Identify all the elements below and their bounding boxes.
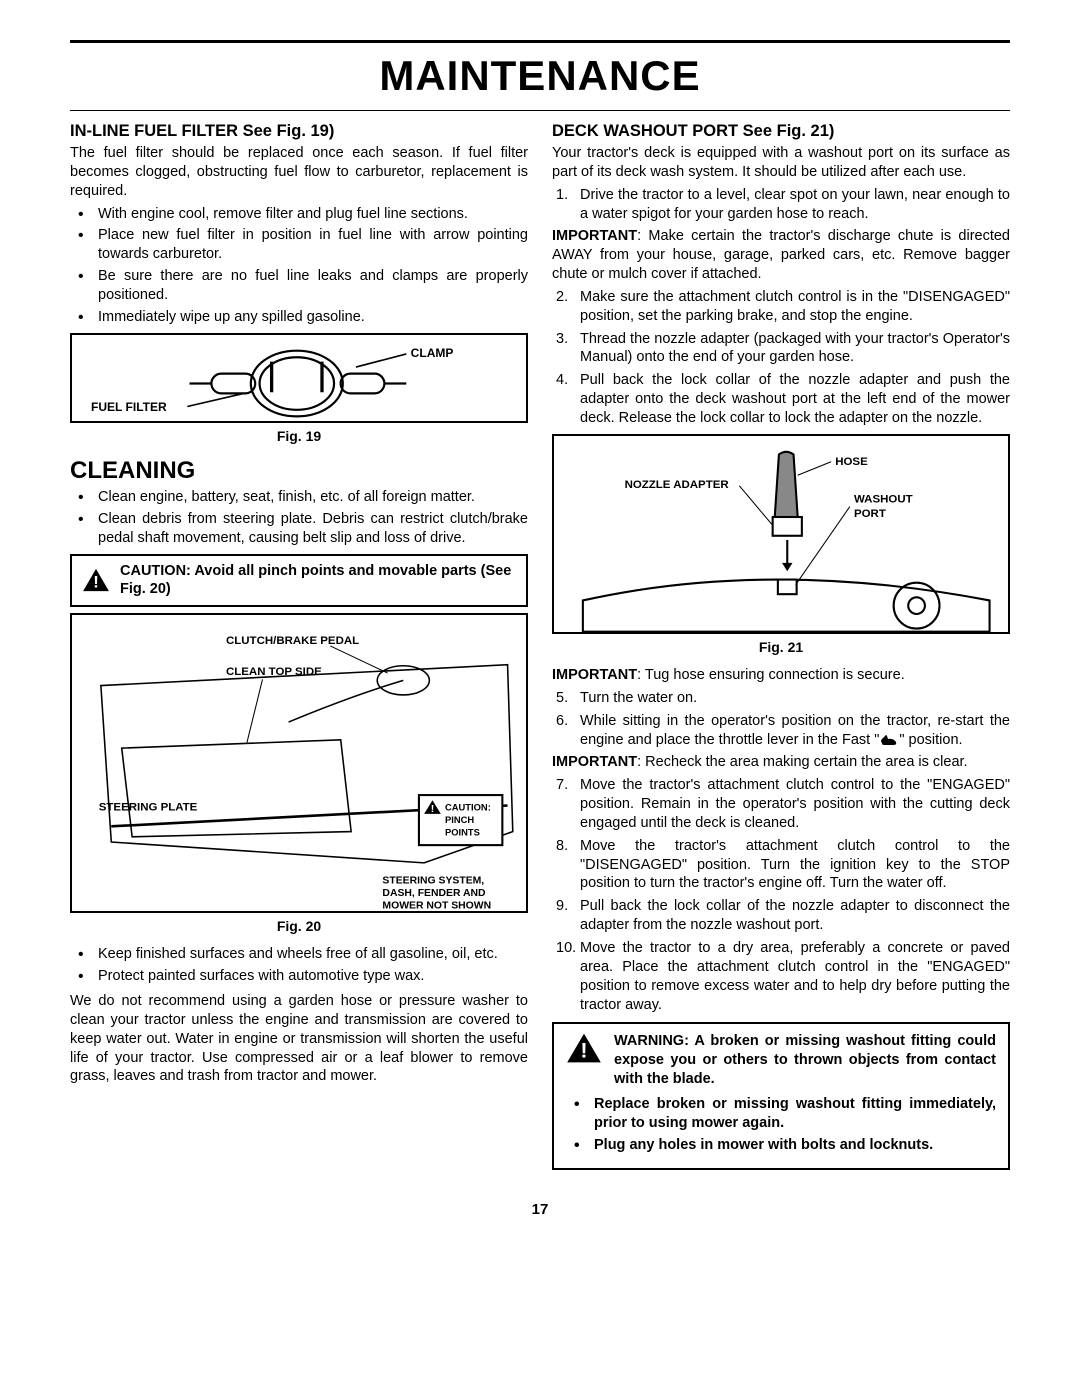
deck-steps-4: 7.Move the tractor's attachment clutch c…	[552, 776, 1010, 1014]
figure-20-box: CLUTCH/BRAKE PEDAL CLEAN TOP SIDE STEERI…	[70, 613, 528, 913]
caution-pinch-h: CAUTION:	[445, 803, 491, 813]
fig20-note-2: DASH, FENDER AND	[382, 888, 486, 899]
list-item: Place new fuel filter in position in fue…	[98, 226, 528, 264]
clean-top-side-label: CLEAN TOP SIDE	[226, 666, 322, 678]
list-item: Clean engine, battery, seat, finish, etc…	[98, 488, 528, 507]
caution-pinch-1: PINCH	[445, 815, 474, 825]
top-rule-thick	[70, 40, 1010, 43]
rabbit-icon	[879, 733, 899, 747]
list-item: 6.While sitting in the operator's positi…	[580, 712, 1010, 750]
list-item: 9.Pull back the lock collar of the nozzl…	[580, 897, 1010, 935]
deck-steps-2: 2.Make sure the attachment clutch contro…	[552, 288, 1010, 428]
important-2: IMPORTANT: Tug hose ensuring connection …	[552, 666, 1010, 685]
deck-washout-intro: Your tractor's deck is equipped with a w…	[552, 144, 1010, 182]
hose-label: HOSE	[835, 456, 868, 468]
list-item: Plug any holes in mower with bolts and l…	[594, 1136, 996, 1155]
cleaning-bullets-2: Keep finished surfaces and wheels free o…	[70, 945, 528, 986]
fuel-filter-bullets: With engine cool, remove filter and plug…	[70, 205, 528, 327]
important-text: : Tug hose ensuring connection is secure…	[637, 667, 905, 683]
step-text: Move the tractor to a dry area, preferab…	[580, 940, 1010, 1013]
fuel-filter-heading: IN-LINE FUEL FILTER See Fig. 19)	[70, 121, 528, 142]
step-text: Drive the tractor to a level, clear spot…	[580, 187, 1010, 222]
two-column-layout: IN-LINE FUEL FILTER See Fig. 19) The fue…	[0, 121, 1080, 1171]
fig20-note-1: STEERING SYSTEM,	[382, 876, 484, 887]
important-1: IMPORTANT: Make certain the tractor's di…	[552, 227, 1010, 284]
important-prefix: IMPORTANT	[552, 667, 637, 683]
list-item: With engine cool, remove filter and plug…	[98, 205, 528, 224]
list-item: 4.Pull back the lock collar of the nozzl…	[580, 371, 1010, 428]
caution-box: ! CAUTION: Avoid all pinch points and mo…	[70, 554, 528, 608]
list-item: 8.Move the tractor's attachment clutch c…	[580, 837, 1010, 894]
washout-label-1: WASHOUT	[854, 493, 913, 505]
figure-19-box: CLAMP FUEL FILTER	[70, 333, 528, 423]
list-item: Keep finished surfaces and wheels free o…	[98, 945, 528, 964]
important-text: : Recheck the area making certain the ar…	[637, 754, 967, 770]
page-title: MAINTENANCE	[0, 49, 1080, 104]
list-item: 10.Move the tractor to a dry area, prefe…	[580, 939, 1010, 1014]
fuel-filter-label: FUEL FILTER	[91, 400, 167, 414]
important-prefix: IMPORTANT	[552, 228, 637, 244]
right-column: DECK WASHOUT PORT See Fig. 21) Your trac…	[552, 121, 1010, 1171]
fuel-filter-intro: The fuel filter should be replaced once …	[70, 144, 528, 201]
cleaning-recommendation: We do not recommend using a garden hose …	[70, 992, 528, 1086]
clamp-label: CLAMP	[411, 346, 454, 360]
warning-box: ! WARNING: A broken or missing washout f…	[552, 1022, 1010, 1170]
step-text: Move the tractor's attachment clutch con…	[580, 838, 1010, 892]
step-text: Make sure the attachment clutch control …	[580, 289, 1010, 324]
list-item: Clean debris from steering plate. Debris…	[98, 510, 528, 548]
svg-text:!: !	[93, 573, 99, 592]
top-rule-thin	[70, 110, 1010, 111]
step-text: " position.	[899, 732, 962, 748]
list-item: 7.Move the tractor's attachment clutch c…	[580, 776, 1010, 833]
clutch-brake-label: CLUTCH/BRAKE PEDAL	[226, 635, 359, 647]
list-item: Replace broken or missing washout fittin…	[594, 1095, 996, 1133]
figure-20-svg: CLUTCH/BRAKE PEDAL CLEAN TOP SIDE STEERI…	[80, 623, 518, 925]
warning-bullets: Replace broken or missing washout fittin…	[566, 1095, 996, 1155]
caution-pinch-2: POINTS	[445, 828, 480, 838]
warning-icon: !	[566, 1032, 602, 1064]
list-item: Be sure there are no fuel line leaks and…	[98, 267, 528, 305]
list-item: Immediately wipe up any spilled gasoline…	[98, 308, 528, 327]
step-text: Pull back the lock collar of the nozzle …	[580, 372, 1010, 426]
cleaning-bullets-1: Clean engine, battery, seat, finish, etc…	[70, 488, 528, 548]
list-item: 2.Make sure the attachment clutch contro…	[580, 288, 1010, 326]
page-number: 17	[0, 1200, 1080, 1220]
deck-steps-1: 1.Drive the tractor to a level, clear sp…	[552, 186, 1010, 224]
step-text: Pull back the lock collar of the nozzle …	[580, 898, 1010, 933]
deck-steps-3: 5.Turn the water on. 6.While sitting in …	[552, 689, 1010, 750]
steering-label-1: STEERING PLATE	[99, 802, 198, 814]
list-item: 5.Turn the water on.	[580, 689, 1010, 708]
cleaning-heading: CLEANING	[70, 455, 528, 486]
washout-label-2: PORT	[854, 508, 886, 520]
warning-text: WARNING: A broken or missing washout fit…	[614, 1032, 996, 1089]
list-item: 1.Drive the tractor to a level, clear sp…	[580, 186, 1010, 224]
svg-text:!: !	[431, 804, 434, 815]
list-item: Protect painted surfaces with automotive…	[98, 967, 528, 986]
step-text: Turn the water on.	[580, 690, 697, 706]
fig20-note-3: MOWER NOT SHOWN	[382, 901, 491, 912]
warning-icon: !	[82, 568, 110, 592]
nozzle-adapter-label: NOZZLE ADAPTER	[625, 479, 730, 491]
step-text: Move the tractor's attachment clutch con…	[580, 777, 1010, 831]
step-text: Thread the nozzle adapter (packaged with…	[580, 331, 1010, 366]
figure-19-svg: CLAMP FUEL FILTER	[80, 343, 518, 424]
left-column: IN-LINE FUEL FILTER See Fig. 19) The fue…	[70, 121, 528, 1171]
figure-21-svg: HOSE NOZZLE ADAPTER WASHOUT PORT	[562, 444, 1000, 642]
important-3: IMPORTANT: Recheck the area making certa…	[552, 753, 1010, 772]
important-prefix: IMPORTANT	[552, 754, 637, 770]
figure-19-caption: Fig. 19	[70, 427, 528, 445]
list-item: 3.Thread the nozzle adapter (packaged wi…	[580, 330, 1010, 368]
figure-21-box: HOSE NOZZLE ADAPTER WASHOUT PORT	[552, 434, 1010, 634]
svg-text:!: !	[580, 1038, 587, 1063]
caution-text: CAUTION: Avoid all pinch points and mova…	[120, 562, 516, 600]
deck-washout-heading: DECK WASHOUT PORT See Fig. 21)	[552, 121, 1010, 142]
